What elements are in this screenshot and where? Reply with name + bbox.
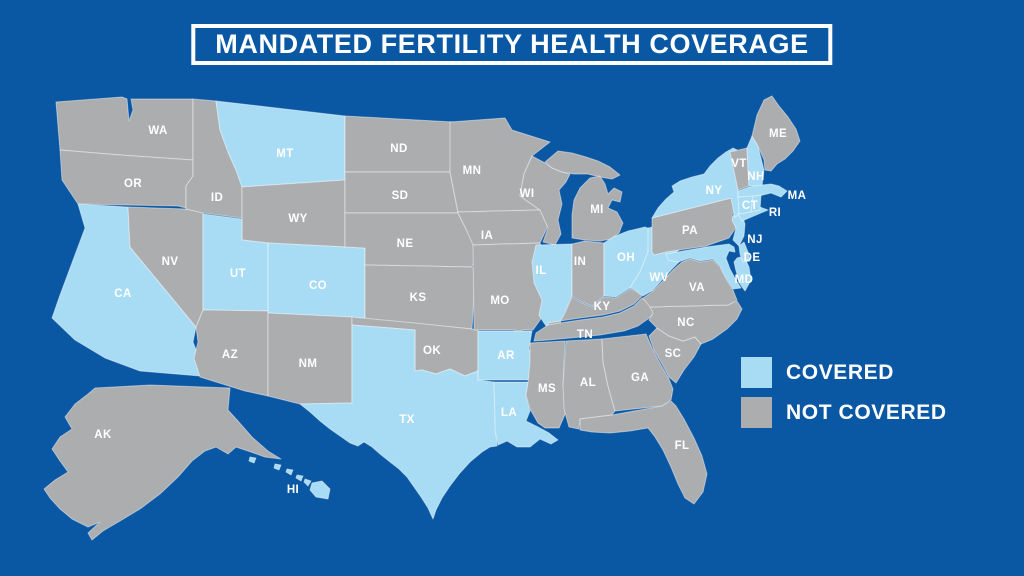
state-label-CO: CO	[309, 280, 327, 292]
state-HI	[248, 456, 331, 500]
state-label-IN: IN	[574, 256, 586, 268]
state-label-SC: SC	[665, 348, 682, 360]
state-label-NM: NM	[299, 358, 318, 370]
state-IA	[457, 209, 549, 246]
state-label-OH: OH	[617, 252, 635, 264]
state-label-ME: ME	[769, 128, 787, 140]
state-label-TN: TN	[577, 329, 593, 341]
covered-swatch	[741, 357, 772, 388]
state-DE	[738, 241, 751, 263]
state-GA	[601, 333, 674, 412]
state-label-GA: GA	[631, 372, 649, 384]
state-label-MO: MO	[490, 295, 509, 307]
state-label-MS: MS	[538, 383, 556, 395]
state-label-ND: ND	[390, 143, 407, 155]
state-label-WI: WI	[520, 188, 535, 200]
state-RI	[750, 194, 762, 213]
state-LA	[493, 381, 559, 448]
state-label-NH: NH	[747, 171, 764, 183]
state-FL	[579, 400, 708, 505]
state-label-RI: RI	[769, 207, 781, 219]
state-label-IA: IA	[481, 230, 493, 242]
state-label-PA: PA	[682, 225, 698, 237]
state-label-ID: ID	[211, 192, 223, 204]
state-label-HI: HI	[287, 484, 299, 496]
state-label-KY: KY	[594, 301, 611, 313]
state-label-NE: NE	[397, 238, 414, 250]
state-label-TX: TX	[399, 414, 415, 426]
state-label-MN: MN	[463, 165, 482, 177]
state-WA	[55, 96, 194, 161]
state-label-IL: IL	[535, 265, 546, 277]
state-label-AR: AR	[497, 350, 515, 362]
legend-row-covered: COVERED	[741, 357, 947, 388]
state-label-SD: SD	[392, 190, 409, 202]
state-label-MA: MA	[788, 190, 807, 202]
state-label-VA: VA	[689, 282, 705, 294]
state-CA	[51, 203, 201, 377]
state-IN	[571, 240, 605, 307]
state-MS	[525, 340, 567, 429]
state-TX	[299, 324, 498, 520]
state-label-LA: LA	[501, 407, 517, 419]
state-label-VT: VT	[731, 158, 747, 170]
title-banner: MANDATED FERTILITY HEALTH COVERAGE	[191, 24, 833, 65]
state-label-NJ: NJ	[747, 234, 763, 246]
state-label-OK: OK	[423, 345, 441, 357]
state-label-KS: KS	[410, 292, 427, 304]
state-label-WY: WY	[288, 213, 307, 225]
state-NC	[648, 300, 743, 345]
state-label-AZ: AZ	[222, 349, 238, 361]
state-VA	[642, 258, 738, 308]
legend-row-not-covered: NOT COVERED	[741, 397, 947, 428]
state-label-UT: UT	[230, 268, 246, 280]
state-label-AK: AK	[94, 429, 112, 441]
page-title: MANDATED FERTILITY HEALTH COVERAGE	[215, 29, 809, 59]
not-covered-label: NOT COVERED	[786, 400, 947, 424]
state-ME	[751, 95, 801, 172]
state-label-NV: NV	[162, 256, 179, 268]
state-label-WV: WV	[649, 272, 668, 284]
state-KY	[547, 288, 643, 334]
state-label-CT: CT	[742, 200, 758, 212]
state-label-CA: CA	[114, 288, 131, 300]
legend: COVERED NOT COVERED	[741, 357, 947, 437]
state-label-MI: MI	[590, 204, 604, 216]
not-covered-swatch	[741, 397, 772, 428]
state-label-NC: NC	[677, 317, 694, 329]
state-label-WA: WA	[148, 125, 167, 137]
state-label-OR: OR	[124, 178, 142, 190]
covered-label: COVERED	[786, 360, 895, 384]
state-label-AL: AL	[580, 377, 596, 389]
state-label-DE: DE	[744, 252, 761, 264]
state-label-MD: MD	[735, 274, 754, 286]
state-label-NY: NY	[706, 185, 723, 197]
state-label-FL: FL	[675, 440, 690, 452]
state-label-MT: MT	[276, 148, 293, 160]
state-AK	[43, 384, 282, 541]
